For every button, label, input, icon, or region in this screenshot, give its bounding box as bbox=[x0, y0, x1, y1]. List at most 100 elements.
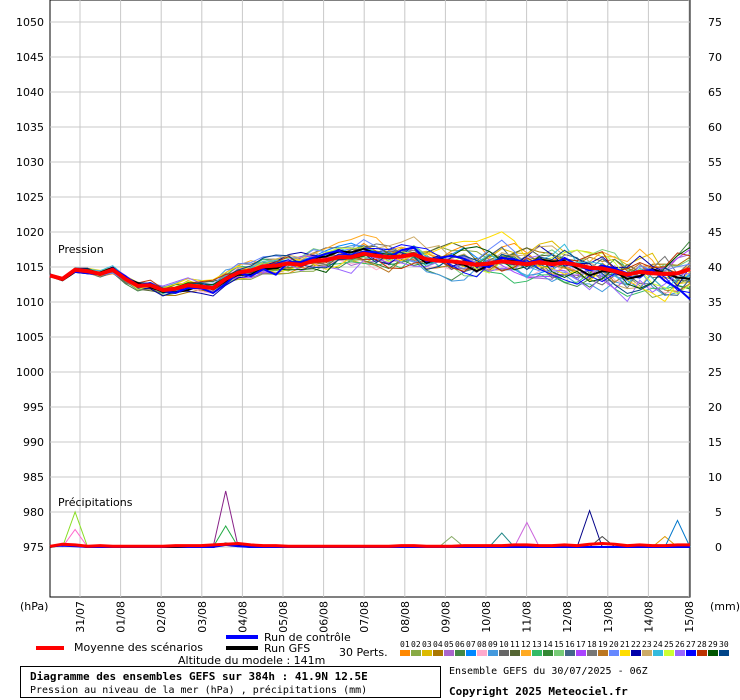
pert-legend-number: 10 bbox=[499, 640, 509, 649]
pert-legend-number: 15 bbox=[554, 640, 564, 649]
plot-frame bbox=[49, 0, 691, 598]
pert-legend-number: 22 bbox=[631, 640, 641, 649]
pert-legend-number: 20 bbox=[609, 640, 619, 649]
pert-legend-swatch bbox=[598, 650, 608, 656]
pressure-tick-label: 1000 bbox=[16, 366, 44, 379]
date-axis-ticks: 31/07 01/08 02/08 03/08 04/08 05/08 06/08 07/08… bbox=[74, 601, 696, 633]
precip-axis-label: (mm) bbox=[710, 600, 740, 613]
pressure-tick-label: 1010 bbox=[16, 296, 44, 309]
pert-legend-swatch bbox=[697, 650, 707, 656]
pert-legend-number: 05 bbox=[444, 640, 454, 649]
pert-legend-swatch bbox=[433, 650, 443, 656]
pert-legend-swatch bbox=[708, 650, 718, 656]
perturbation-line bbox=[49, 251, 691, 291]
pert-legend-number: 27 bbox=[686, 640, 696, 649]
precip-peak-line bbox=[438, 535, 465, 548]
date-tick-label: 09/08 bbox=[439, 601, 452, 633]
mean-precip-line bbox=[49, 542, 690, 548]
date-tick-label: 06/08 bbox=[318, 601, 331, 633]
pert-legend-number: 23 bbox=[642, 640, 652, 649]
pert-legend-number: 18 bbox=[587, 640, 597, 649]
precip-peak-line bbox=[576, 509, 603, 548]
date-tick-label: 12/08 bbox=[561, 601, 574, 633]
date-tick-label: 07/08 bbox=[358, 601, 371, 633]
precip-peak-line bbox=[664, 519, 691, 548]
pert-legend-number: 29 bbox=[708, 640, 718, 649]
date-tick-label: 08/08 bbox=[399, 601, 412, 633]
date-tick-label: 13/08 bbox=[602, 601, 615, 633]
pert-legend-number: 08 bbox=[477, 640, 487, 649]
date-tick-label: 14/08 bbox=[642, 601, 655, 633]
mean-legend-label: Moyenne des scénarios bbox=[74, 641, 203, 654]
precip-tick-label: 30 bbox=[708, 331, 722, 344]
footer-subtitle: Pression au niveau de la mer (hPa) , pré… bbox=[30, 685, 368, 696]
precip-tick-label: 70 bbox=[708, 51, 722, 64]
precip-tick-label: 45 bbox=[708, 226, 722, 239]
pert-legend-swatch bbox=[609, 650, 619, 656]
date-tick-label: 15/08 bbox=[683, 601, 696, 633]
date-tick-label: 04/08 bbox=[236, 601, 249, 633]
control-legend-label: Run de contrôle bbox=[264, 631, 351, 644]
precip-tick-label: 20 bbox=[708, 401, 722, 414]
pressure-tick-label: 1050 bbox=[16, 16, 44, 29]
perts-legend: 01 02 03 04 05 06 07 08 09 10 11 12 13 14 15 16 17 18 19 20… bbox=[400, 640, 729, 656]
pert-legend-swatch bbox=[642, 650, 652, 656]
pert-legend-number: 14 bbox=[543, 640, 553, 649]
precip-peak-line bbox=[212, 490, 239, 548]
pressure-tick-label: 990 bbox=[23, 436, 44, 449]
chart-grid bbox=[49, 0, 691, 598]
pert-legend-number: 16 bbox=[565, 640, 575, 649]
precip-tick-label: 10 bbox=[708, 471, 722, 484]
precip-tick-label: 35 bbox=[708, 296, 722, 309]
pert-legend-swatch bbox=[653, 650, 663, 656]
pert-legend-number: 30 bbox=[719, 640, 729, 649]
precip-tick-label: 15 bbox=[708, 436, 722, 449]
pert-legend-number: 25 bbox=[664, 640, 674, 649]
footer-title-box: Diagramme des ensembles GEFS sur 384h : … bbox=[20, 666, 441, 698]
pert-legend-swatch bbox=[488, 650, 498, 656]
precip-peak-line bbox=[652, 535, 678, 548]
pert-legend-swatch bbox=[444, 650, 454, 656]
precip-tick-label: 60 bbox=[708, 121, 722, 134]
pressure-axis-label: (hPa) bbox=[20, 600, 48, 613]
precip-tick-label: 75 bbox=[708, 16, 722, 29]
pert-legend-number: 13 bbox=[532, 640, 542, 649]
pert-legend-swatch bbox=[686, 650, 696, 656]
pressure-tick-label: 1045 bbox=[16, 51, 44, 64]
date-tick-label: 01/08 bbox=[115, 601, 128, 633]
main-series bbox=[49, 246, 691, 548]
precip-tick-label: 25 bbox=[708, 366, 722, 379]
pert-legend-swatch bbox=[411, 650, 421, 656]
pert-legend-number: 12 bbox=[521, 640, 531, 649]
pert-legend-number: 03 bbox=[422, 640, 432, 649]
pert-legend-number: 17 bbox=[576, 640, 586, 649]
pert-legend-number: 21 bbox=[620, 640, 630, 649]
pert-legend-swatch bbox=[719, 650, 729, 656]
precip-annotation: Précipitations bbox=[58, 496, 133, 509]
pert-legend-number: 02 bbox=[411, 640, 421, 649]
date-tick-label: 05/08 bbox=[277, 601, 290, 633]
precip-tick-label: 50 bbox=[708, 191, 722, 204]
pressure-annotation: Pression bbox=[58, 243, 104, 256]
pressure-tick-label: 975 bbox=[23, 541, 44, 554]
precip-tick-label: 65 bbox=[708, 86, 722, 99]
date-tick-label: 10/08 bbox=[480, 601, 493, 633]
precip-peak-line bbox=[212, 525, 239, 548]
pert-legend-number: 26 bbox=[675, 640, 685, 649]
pert-legend-swatch bbox=[400, 650, 410, 656]
footer-title: Diagramme des ensembles GEFS sur 384h : … bbox=[30, 670, 368, 683]
pressure-tick-label: 995 bbox=[23, 401, 44, 414]
precip-tick-label: 55 bbox=[708, 156, 722, 169]
date-tick-label: 31/07 bbox=[74, 601, 87, 633]
altitude-label: Altitude du modele : 141m bbox=[178, 654, 325, 667]
pressure-axis-ticks: 1050 1045 1040 1035 1030 1025 1020 1015 1010 1005… bbox=[16, 16, 44, 554]
pert-legend-swatch bbox=[543, 650, 553, 656]
precip-tick-label: 40 bbox=[708, 261, 722, 274]
pert-legend-swatch bbox=[664, 650, 674, 656]
pressure-tick-label: 1040 bbox=[16, 86, 44, 99]
pert-legend-swatch bbox=[587, 650, 597, 656]
pert-legend-swatch bbox=[466, 650, 476, 656]
precip-peak-line bbox=[513, 521, 540, 548]
